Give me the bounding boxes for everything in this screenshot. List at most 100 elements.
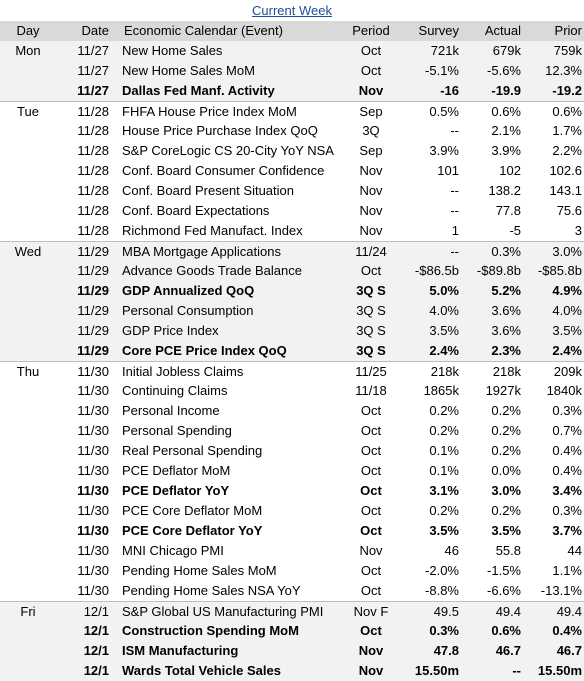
date: 11/28 <box>77 123 109 138</box>
survey: 2.4% <box>429 343 459 358</box>
actual: 2.1% <box>491 123 521 138</box>
calendar-row: 11/30 Pending Home Sales NSA YoY Oct -8.8% -… <box>0 581 584 601</box>
date: 11/30 <box>77 383 109 398</box>
prior: 102.6 <box>549 163 582 178</box>
survey: 218k <box>430 364 459 379</box>
period: Oct <box>360 523 382 538</box>
period: Oct <box>360 403 382 418</box>
actual: 0.3% <box>491 244 521 259</box>
period: Oct <box>360 583 382 598</box>
survey: -- <box>450 183 459 198</box>
prior: 75.6 <box>556 203 582 218</box>
prior: 1.7% <box>552 123 582 138</box>
date: 11/30 <box>77 543 109 558</box>
period: Oct <box>360 463 382 478</box>
prior: 0.7% <box>552 423 582 438</box>
prior: 1840k <box>546 383 582 398</box>
event: PCE Deflator YoY <box>122 483 230 498</box>
period: Oct <box>360 43 382 58</box>
date: 11/28 <box>77 223 109 238</box>
date: 11/30 <box>77 463 109 478</box>
survey: 47.8 <box>433 643 459 658</box>
prior: 0.4% <box>552 623 582 638</box>
calendar-row: 11/30 PCE Core Deflator YoY Oct 3.5% 3.5% 3.7… <box>0 521 584 541</box>
prior: 49.4 <box>556 604 582 619</box>
actual: 0.2% <box>491 403 521 418</box>
event: Real Personal Spending <box>122 443 263 458</box>
calendar-row: Tue 11/28 FHFA House Price Index MoM Sep 0.5… <box>0 101 584 121</box>
survey: 3.5% <box>429 323 459 338</box>
calendar-row: 11/28 S&P CoreLogic CS 20-City YoY NSA Sep… <box>0 141 584 161</box>
calendar-row: 11/29 GDP Annualized QoQ 3Q S 5.0% 5.2% 4.9% <box>0 281 584 301</box>
prior: -19.2 <box>552 83 582 98</box>
survey: -- <box>450 244 459 259</box>
period: Nov <box>359 223 383 238</box>
date: 11/29 <box>77 244 109 259</box>
survey: 0.2% <box>429 423 459 438</box>
period: Oct <box>360 423 382 438</box>
calendar-row: 12/1 Construction Spending MoM Oct 0.3% 0.6%… <box>0 621 584 641</box>
period: Oct <box>360 443 382 458</box>
survey: 0.2% <box>429 403 459 418</box>
prior: 759k <box>553 43 582 58</box>
date: 11/28 <box>77 104 109 119</box>
actual: 3.9% <box>491 143 521 158</box>
date: 11/27 <box>77 43 109 58</box>
prior: 143.1 <box>549 183 582 198</box>
prior: 15.50m <box>537 663 582 678</box>
event: Initial Jobless Claims <box>122 364 244 379</box>
actual: 0.0% <box>491 463 521 478</box>
calendar-row: 11/30 Real Personal Spending Oct 0.1% 0.2% 0.… <box>0 441 584 461</box>
event: Continuing Claims <box>122 383 228 398</box>
survey: 0.5% <box>429 104 459 119</box>
date: 11/29 <box>77 343 109 358</box>
survey: 3.9% <box>429 143 459 158</box>
period: Oct <box>360 483 382 498</box>
date: 12/1 <box>83 604 109 619</box>
survey: 0.1% <box>429 463 459 478</box>
actual: 2.3% <box>491 343 521 358</box>
survey: 721k <box>430 43 459 58</box>
period: Nov <box>358 83 384 98</box>
survey: -2.0% <box>425 563 459 578</box>
survey: 0.1% <box>429 443 459 458</box>
period: Nov <box>359 183 383 198</box>
date: 11/30 <box>77 523 109 538</box>
calendar-row: Fri 12/1 S&P Global US Manufacturing PMI No… <box>0 601 584 621</box>
calendar-row: 11/30 Personal Spending Oct 0.2% 0.2% 0.7% <box>0 421 584 441</box>
event: Dallas Fed Manf. Activity <box>122 83 275 98</box>
date: 11/28 <box>77 143 109 158</box>
event: New Home Sales MoM <box>122 63 255 78</box>
survey: 5.0% <box>429 283 459 298</box>
column-header: Survey <box>418 23 459 38</box>
date: 11/29 <box>77 303 109 318</box>
event: S&P CoreLogic CS 20-City YoY NSA <box>122 143 334 158</box>
date: 11/27 <box>77 83 109 98</box>
prior: 4.0% <box>552 303 582 318</box>
event: MNI Chicago PMI <box>122 543 224 558</box>
actual: 0.6% <box>491 623 521 638</box>
calendar-row: Wed 11/29 MBA Mortgage Applications 11/24 --… <box>0 241 584 261</box>
survey: -5.1% <box>425 63 459 78</box>
date: 11/30 <box>77 423 109 438</box>
calendar-row: 11/27 New Home Sales MoM Oct -5.1% -5.6% 12.3… <box>0 61 584 81</box>
calendar-row: 11/28 Conf. Board Expectations Nov -- 77.8 75… <box>0 201 584 221</box>
date: 11/28 <box>77 163 109 178</box>
calendar-row: 11/28 Richmond Fed Manufact. Index Nov 1 -5 3 <box>0 221 584 241</box>
period: Sep <box>359 104 383 119</box>
period: Oct <box>360 623 382 638</box>
prior: -13.1% <box>540 583 582 598</box>
event: Core PCE Price Index QoQ <box>122 343 287 358</box>
period: Oct <box>360 563 382 578</box>
period: Sep <box>359 143 383 158</box>
date: 12/1 <box>83 643 109 658</box>
actual: -$89.8b <box>476 263 521 278</box>
period: 3Q <box>362 123 380 138</box>
actual: 3.6% <box>491 303 521 318</box>
actual: 3.0% <box>491 483 521 498</box>
calendar-row: 11/30 MNI Chicago PMI Nov 46 55.8 44 <box>0 541 584 561</box>
survey: 3.1% <box>429 483 459 498</box>
calendar-row: 11/29 Core PCE Price Index QoQ 3Q S 2.4% 2.3… <box>0 341 584 361</box>
title[interactable]: Current Week <box>252 3 332 18</box>
